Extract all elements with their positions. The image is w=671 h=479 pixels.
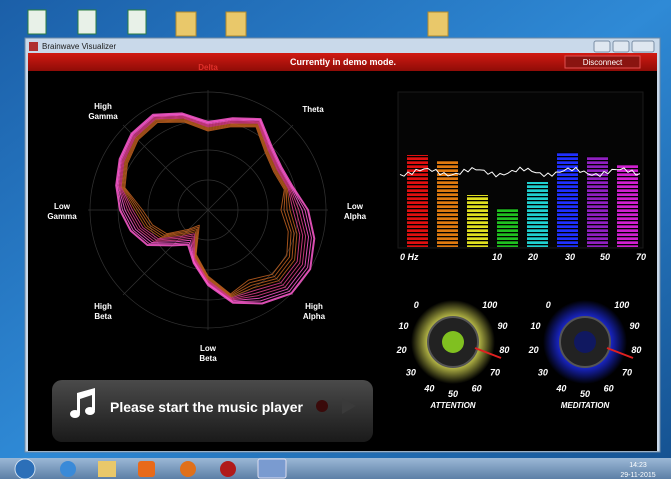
- gauge-tick-label: 10: [531, 321, 541, 331]
- spectrum-axis-label: 30: [565, 252, 575, 262]
- gauge-tick-label: 10: [399, 321, 409, 331]
- gauge-tick-label: 50: [448, 389, 458, 399]
- gauge-tick-label: 40: [555, 383, 566, 393]
- radar-label: Theta: [302, 105, 324, 114]
- bar-stripes: [617, 165, 638, 247]
- bar-stripes: [437, 160, 458, 247]
- player-message: Please start the music player: [110, 399, 304, 415]
- radar-label-line: Gamma: [47, 212, 77, 221]
- radar-label: Delta: [198, 63, 218, 72]
- window-title: Brainwave Visualizer: [42, 42, 116, 51]
- bar-stripes: [557, 152, 578, 247]
- spectrum-axis-label: 10: [492, 252, 502, 262]
- gauge-label: MEDITATION: [561, 401, 610, 410]
- spectrum-axis-label: 0 Hz: [400, 252, 419, 262]
- gauge-tick-label: 30: [538, 368, 548, 378]
- gauge-tick-label: 80: [631, 345, 641, 355]
- radar-label-line: Gamma: [88, 112, 118, 121]
- gauge-tick-label: 0: [414, 300, 419, 310]
- radar-label-line: Alpha: [303, 312, 326, 321]
- window-controls[interactable]: [594, 41, 654, 52]
- start-button[interactable]: [15, 459, 35, 479]
- radar-label-line: Theta: [302, 105, 324, 114]
- bar-stripes: [467, 195, 488, 247]
- gauge-center: [442, 331, 464, 353]
- radar-label-line: Low: [54, 202, 71, 211]
- radar-label-line: Alpha: [344, 212, 367, 221]
- disconnect-label: Disconnect: [583, 58, 623, 67]
- gauge-tick-label: 70: [622, 368, 632, 378]
- gauge-tick-label: 60: [604, 383, 614, 393]
- bar-stripes: [497, 208, 518, 247]
- radar-label-line: Low: [200, 344, 217, 353]
- radar-label-line: High: [94, 102, 112, 111]
- gauge-tick-label: 90: [629, 321, 639, 331]
- radar-label-line: Delta: [198, 63, 218, 72]
- screen: Brainwave Visualizer Currently in demo m…: [0, 0, 671, 479]
- gauge-tick-label: 20: [528, 345, 539, 355]
- gauge-tick-label: 100: [614, 300, 629, 310]
- gauge-tick-label: 90: [497, 321, 507, 331]
- bar-stripes: [587, 156, 608, 247]
- gauge-tick-label: 0: [546, 300, 551, 310]
- gauge-tick-label: 50: [580, 389, 590, 399]
- banner-text: Currently in demo mode.: [290, 57, 396, 67]
- gauge-tick-label: 40: [423, 383, 434, 393]
- gauge-tick-label: 80: [499, 345, 509, 355]
- radar-label-line: High: [305, 302, 323, 311]
- gauge-tick-label: 20: [396, 345, 407, 355]
- record-icon: [316, 400, 328, 412]
- clock-time: 14:23: [629, 462, 647, 469]
- gauge-tick-label: 30: [406, 368, 416, 378]
- gauge-tick-label: 70: [490, 368, 500, 378]
- radar-label-line: High: [94, 302, 112, 311]
- clock-date: 29-11-2015: [620, 472, 655, 479]
- gauge-label: ATTENTION: [429, 401, 475, 410]
- radar-label-line: Low: [347, 202, 364, 211]
- gauge-tick-label: 60: [472, 383, 482, 393]
- spectrum-axis-label: 50: [600, 252, 610, 262]
- gauge-center: [574, 331, 596, 353]
- radar-label-line: Beta: [94, 312, 112, 321]
- spectrum-axis-label: 70: [636, 252, 646, 262]
- bar-stripes: [527, 182, 548, 247]
- page: Brainwave Visualizer Currently in demo m…: [0, 0, 671, 479]
- gauge-tick-label: 100: [482, 300, 497, 310]
- radar-label-line: Beta: [199, 354, 217, 363]
- spectrum-axis-label: 20: [527, 252, 538, 262]
- app-icon: [29, 42, 38, 51]
